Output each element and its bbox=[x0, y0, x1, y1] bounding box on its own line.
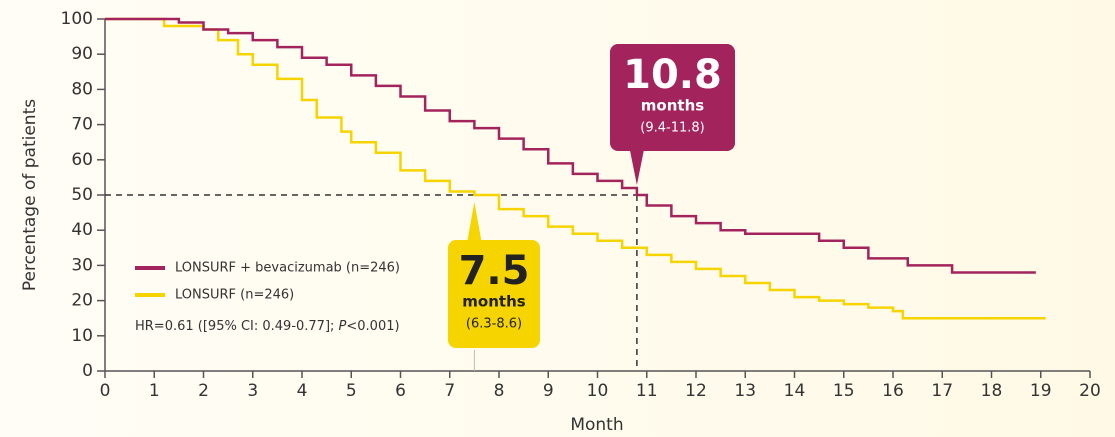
x-tick-label: 18 bbox=[981, 381, 1003, 401]
km-curve bbox=[105, 17, 1036, 274]
x-tick-label: 2 bbox=[198, 381, 209, 401]
y-tick-label: 30 bbox=[71, 255, 93, 275]
callout-pointer bbox=[629, 150, 644, 185]
x-tick-label: 1 bbox=[149, 381, 160, 401]
x-tick-label: 19 bbox=[1030, 381, 1052, 401]
callout-ci: (9.4-11.8) bbox=[640, 121, 704, 136]
hazard-ratio-part: <0.001) bbox=[346, 319, 399, 334]
y-tick-label: 40 bbox=[71, 220, 93, 240]
y-tick-label: 10 bbox=[71, 326, 93, 346]
x-tick-label: 5 bbox=[346, 381, 357, 401]
legend-label: LONSURF (n=246) bbox=[175, 288, 294, 303]
y-tick-label: 90 bbox=[71, 44, 93, 64]
x-tick-label: 20 bbox=[1079, 381, 1101, 401]
x-tick-label: 16 bbox=[882, 381, 904, 401]
y-axis-label: Percentage of patients bbox=[20, 99, 40, 291]
y-tick-label: 50 bbox=[71, 185, 93, 205]
y-tick-label: 80 bbox=[71, 79, 93, 99]
callout-value: 10.8 bbox=[623, 52, 722, 98]
km-curve bbox=[105, 17, 1046, 320]
x-tick-label: 8 bbox=[494, 381, 505, 401]
legend-label: LONSURF + bevacizumab (n=246) bbox=[175, 261, 400, 276]
hazard-ratio-part: P bbox=[339, 319, 347, 334]
y-tick-label: 100 bbox=[61, 9, 93, 29]
y-tick-label: 20 bbox=[71, 291, 93, 311]
x-axis-label: Month bbox=[570, 415, 623, 435]
x-tick-label: 15 bbox=[833, 381, 855, 401]
callout-pointer bbox=[467, 202, 482, 241]
callout-box bbox=[448, 240, 540, 348]
callout-unit: months bbox=[462, 293, 525, 311]
callout-ci: (6.3-8.6) bbox=[466, 317, 522, 332]
x-tick-label: 9 bbox=[543, 381, 554, 401]
x-tick-label: 17 bbox=[931, 381, 953, 401]
y-tick-label: 70 bbox=[71, 115, 93, 135]
y-tick-label: 60 bbox=[71, 150, 93, 170]
callout-value: 7.5 bbox=[459, 248, 530, 294]
x-tick-label: 11 bbox=[636, 381, 658, 401]
y-tick-label: 0 bbox=[82, 361, 93, 381]
hazard-ratio: HR=0.61 ([95% CI: 0.49-0.77]; P<0.001) bbox=[135, 319, 400, 334]
callout-unit: months bbox=[641, 97, 704, 115]
x-tick-label: 4 bbox=[297, 381, 308, 401]
x-tick-label: 14 bbox=[784, 381, 806, 401]
x-tick-label: 7 bbox=[444, 381, 455, 401]
x-tick-label: 10 bbox=[587, 381, 609, 401]
x-tick-label: 0 bbox=[100, 381, 111, 401]
x-tick-label: 6 bbox=[395, 381, 406, 401]
callout-box bbox=[610, 44, 735, 151]
x-tick-label: 3 bbox=[247, 381, 258, 401]
x-tick-label: 13 bbox=[734, 381, 756, 401]
hazard-ratio-part: HR=0.61 ([95% CI: 0.49-0.77]; bbox=[135, 319, 339, 334]
x-tick-label: 12 bbox=[685, 381, 707, 401]
